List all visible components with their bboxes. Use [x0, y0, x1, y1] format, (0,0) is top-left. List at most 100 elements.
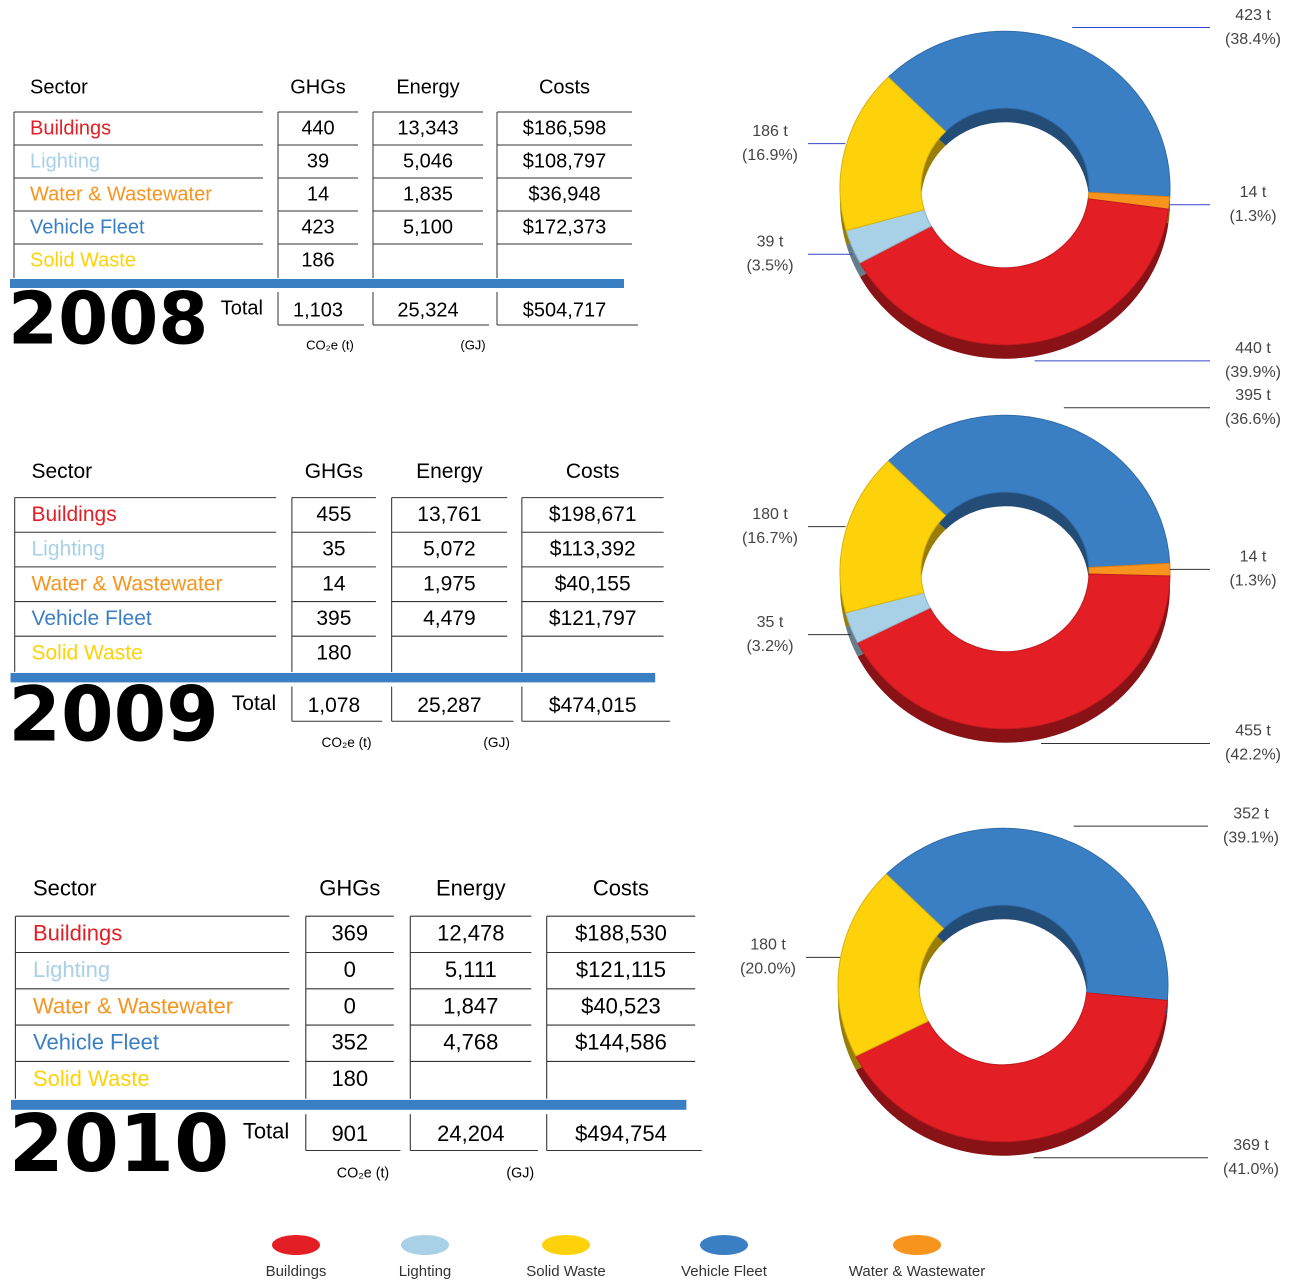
table-cell: 39 — [307, 150, 329, 172]
year-table: Sector GHGs Energy Costs Buildings 455 13,761 $… — [8, 460, 670, 759]
legend-swatch — [893, 1235, 941, 1255]
table-cell: $40,523 — [581, 993, 661, 1018]
unit-label: CO₂e (t) — [337, 1165, 389, 1181]
column-header: Energy — [436, 876, 506, 901]
divider-bar — [10, 672, 656, 683]
sector-name: Solid Waste — [33, 1066, 150, 1091]
table-cell: $121,115 — [576, 957, 666, 982]
slice — [859, 198, 1170, 346]
sector-name: Lighting — [31, 538, 105, 561]
slice-percent-label: (3.5%) — [746, 257, 793, 274]
slice — [855, 992, 1168, 1143]
year-table: Sector GHGs Energy Costs Buildings 440 13,343 $… — [8, 76, 638, 361]
slice — [839, 460, 947, 614]
table-cell: 440 — [301, 117, 334, 139]
divider-bar — [10, 279, 624, 288]
total-label: Total — [221, 297, 263, 319]
total-value: $504,717 — [523, 299, 606, 321]
column-header: Costs — [593, 876, 649, 901]
table-cell: 13,343 — [397, 117, 458, 139]
slice — [839, 76, 947, 232]
table-cell: 13,761 — [417, 503, 481, 526]
sector-name: Water & Wastewater — [30, 183, 212, 205]
sector-name: Buildings — [31, 503, 116, 526]
table-cell: $108,797 — [523, 150, 606, 172]
sector-name: Lighting — [30, 150, 100, 172]
total-value: 1,078 — [308, 694, 361, 717]
column-header: GHGs — [305, 460, 363, 483]
table-cell: 352 — [331, 1030, 368, 1055]
column-header: GHGs — [290, 76, 346, 98]
column-header: Energy — [416, 460, 483, 483]
slice-percent-label: (3.2%) — [746, 638, 793, 655]
total-value: 25,287 — [417, 694, 481, 717]
table-cell: $172,373 — [523, 216, 606, 238]
slice-value-label: 14 t — [1240, 549, 1267, 566]
slice — [837, 873, 945, 1057]
year-label: 2010 — [9, 1097, 229, 1190]
legend-swatch — [542, 1235, 590, 1255]
legend-swatch — [272, 1235, 320, 1255]
legend-label: Buildings — [266, 1263, 327, 1280]
table-cell: 395 — [316, 607, 351, 630]
table-cell: $188,530 — [575, 921, 667, 946]
table-cell: 5,072 — [423, 538, 476, 561]
legend-label: Lighting — [399, 1263, 452, 1280]
donut-chart: 423 t (38.4%) 14 t (1.3%) 440 t (39.9%) 39 t (3… — [742, 7, 1281, 381]
donut-chart: 395 t (36.6%) 14 t (1.3%) 455 t (42.2%) 35 t (3… — [742, 387, 1281, 764]
unit-label: (GJ) — [506, 1165, 534, 1181]
slice — [887, 414, 1171, 569]
slice-value-label: 352 t — [1233, 805, 1269, 822]
table-cell: 35 — [322, 538, 345, 561]
table-cell: 0 — [344, 993, 356, 1018]
table-cell: 5,100 — [403, 216, 453, 238]
legend-swatch — [700, 1235, 748, 1255]
divider-bar — [11, 1099, 687, 1110]
table-cell: 180 — [331, 1066, 368, 1091]
sector-name: Vehicle Fleet — [33, 1030, 159, 1055]
table-cell: 4,768 — [443, 1030, 498, 1055]
slice-value-label: 39 t — [757, 233, 784, 250]
sector-name: Solid Waste — [31, 642, 142, 665]
sector-name: Solid Waste — [30, 249, 136, 271]
table-cell: 186 — [301, 249, 334, 271]
sector-name: Vehicle Fleet — [31, 607, 151, 630]
legend-label: Water & Wastewater — [849, 1263, 985, 1280]
sector-name: Water & Wastewater — [33, 993, 233, 1018]
table-cell: $121,797 — [549, 607, 637, 630]
total-label: Total — [243, 1119, 289, 1144]
table-cell: 4,479 — [423, 607, 476, 630]
column-header: Energy — [396, 76, 459, 98]
legend-label: Solid Waste — [526, 1263, 605, 1280]
slice-value-label: 423 t — [1235, 7, 1271, 24]
table-cell: 1,847 — [443, 993, 498, 1018]
year-label: 2008 — [8, 277, 208, 361]
table-cell: $40,155 — [555, 572, 631, 595]
table-cell: $198,671 — [549, 503, 637, 526]
slice-percent-label: (39.1%) — [1223, 829, 1279, 846]
slice-value-label: 35 t — [757, 614, 784, 631]
slice-percent-label: (1.3%) — [1229, 573, 1276, 590]
table-cell: 423 — [301, 216, 334, 238]
table-cell: 5,111 — [445, 957, 497, 982]
sector-name: Vehicle Fleet — [30, 216, 145, 238]
slice-value-label: 186 t — [752, 123, 788, 140]
year-label: 2009 — [8, 671, 218, 759]
unit-label: CO₂e (t) — [321, 735, 371, 750]
column-header: GHGs — [319, 876, 380, 901]
column-header: Sector — [33, 876, 97, 901]
table-cell: 1,835 — [403, 183, 453, 205]
sector-name: Buildings — [30, 117, 111, 139]
slice-percent-label: (38.4%) — [1225, 31, 1281, 48]
slice-value-label: 14 t — [1240, 184, 1267, 201]
total-value: 901 — [331, 1121, 368, 1146]
total-value: 24,204 — [437, 1121, 504, 1146]
total-value: $494,754 — [575, 1121, 667, 1146]
slice-percent-label: (36.6%) — [1225, 411, 1281, 428]
table-cell: 14 — [307, 183, 329, 205]
slice-percent-label: (16.9%) — [742, 147, 798, 164]
slice — [887, 30, 1171, 198]
slice-percent-label: (41.0%) — [1223, 1161, 1279, 1178]
table-cell: $144,586 — [575, 1030, 667, 1055]
year-table: Sector GHGs Energy Costs Buildings 369 12,478 $… — [9, 876, 702, 1190]
